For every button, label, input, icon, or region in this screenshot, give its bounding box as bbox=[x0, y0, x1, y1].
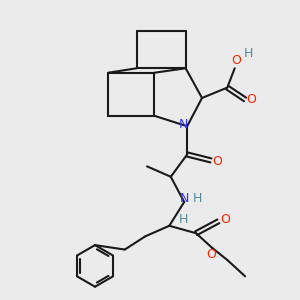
Text: O: O bbox=[231, 54, 241, 67]
Text: O: O bbox=[247, 93, 256, 106]
Text: N: N bbox=[179, 118, 188, 131]
Text: O: O bbox=[220, 213, 230, 226]
Text: O: O bbox=[212, 155, 222, 168]
Text: H: H bbox=[193, 192, 202, 205]
Text: N: N bbox=[179, 192, 189, 205]
Text: O: O bbox=[206, 248, 216, 260]
Text: H: H bbox=[243, 47, 253, 60]
Text: H: H bbox=[179, 213, 188, 226]
